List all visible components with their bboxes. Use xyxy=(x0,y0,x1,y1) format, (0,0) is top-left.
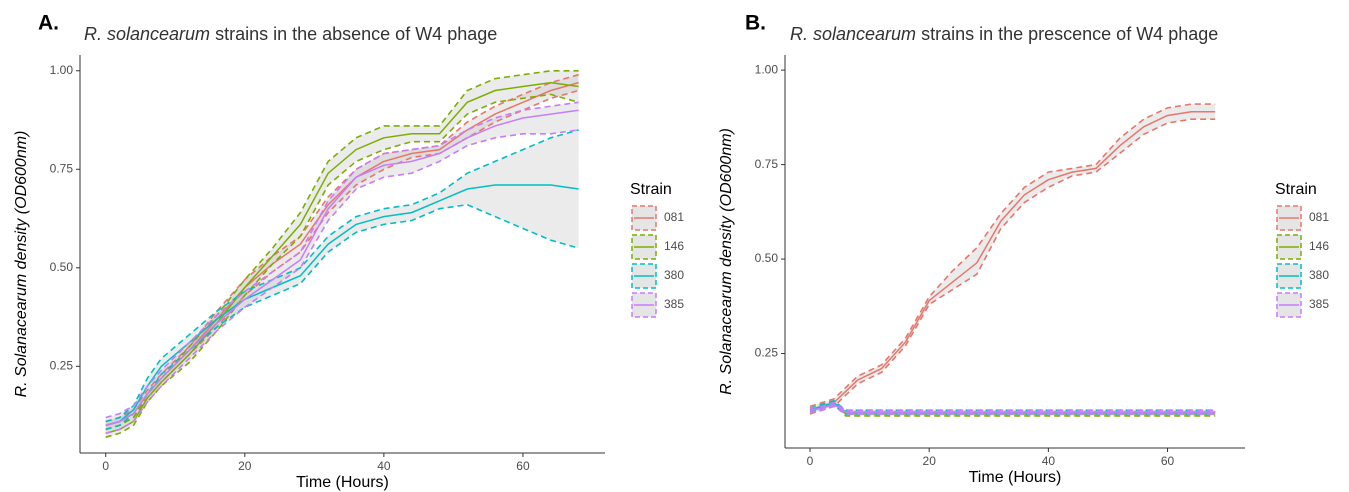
confidence-band xyxy=(105,129,579,430)
band-edge xyxy=(809,405,1216,415)
x-tick-label: 20 xyxy=(923,454,937,468)
series-line xyxy=(809,403,1216,413)
legend-label: 380 xyxy=(664,268,684,282)
x-tick-label: 40 xyxy=(377,459,391,473)
band-edge xyxy=(105,89,579,431)
series-line xyxy=(105,109,579,427)
band-edge xyxy=(105,101,579,419)
title-italic: R. solancearum xyxy=(84,24,210,44)
series-line xyxy=(105,184,579,427)
band-edge xyxy=(809,103,1216,408)
band-edge xyxy=(809,399,1216,411)
legend-label: 146 xyxy=(664,239,684,253)
band-edge xyxy=(105,129,579,435)
x-tick-label: 0 xyxy=(102,459,109,473)
x-tick-label: 20 xyxy=(238,459,252,473)
band-edge xyxy=(809,401,1216,411)
y-tick-label: 0.75 xyxy=(755,157,779,171)
x-tick-label: 0 xyxy=(807,454,814,468)
band-edge xyxy=(105,93,579,438)
series-line xyxy=(809,110,1216,411)
confidence-band xyxy=(810,402,1216,414)
x-axis-title: Time (Hours) xyxy=(296,474,389,491)
y-tick-label: 0.50 xyxy=(755,251,779,265)
legend-label: 385 xyxy=(664,297,684,311)
legend-label: 146 xyxy=(1309,239,1329,253)
x-tick-label: 60 xyxy=(1161,454,1175,468)
y-tick-label: 0.50 xyxy=(50,260,74,274)
y-tick-label: 0.75 xyxy=(50,161,74,175)
legend-label: 081 xyxy=(1309,210,1329,224)
legend-title: Strain xyxy=(1275,181,1317,198)
title-rest: strains in the prescence of W4 phage xyxy=(921,24,1218,44)
x-axis-title: Time (Hours) xyxy=(969,469,1062,486)
panel-label: B. xyxy=(745,12,766,35)
y-axis-title: R. Solanacearum density (OD600nm) xyxy=(13,131,30,398)
y-axis-title: R. Solanacearum density (OD600nm) xyxy=(718,128,735,395)
chart-title: R. solancearum strains in the absence of… xyxy=(84,24,497,44)
x-tick-label: 60 xyxy=(516,459,530,473)
title-rest: strains in the absence of W4 phage xyxy=(215,24,497,44)
y-tick-label: 1.00 xyxy=(755,62,779,76)
y-tick-label: 1.00 xyxy=(50,63,74,77)
legend-label: 385 xyxy=(1309,297,1329,311)
band-edge xyxy=(105,73,579,423)
title-italic: R. solancearum xyxy=(790,24,916,44)
confidence-band xyxy=(810,104,1216,414)
panel-label: A. xyxy=(38,12,59,35)
band-edge xyxy=(809,118,1216,415)
legend-label: 380 xyxy=(1309,268,1329,282)
x-tick-label: 40 xyxy=(1042,454,1056,468)
band-edge xyxy=(809,403,1216,417)
y-tick-label: 0.25 xyxy=(50,358,74,372)
y-tick-label: 0.25 xyxy=(755,346,779,360)
legend-title: Strain xyxy=(630,181,672,198)
chart-title: R. solancearum strains in the prescence … xyxy=(790,24,1218,44)
series-line xyxy=(105,81,579,435)
legend-label: 081 xyxy=(664,210,684,224)
